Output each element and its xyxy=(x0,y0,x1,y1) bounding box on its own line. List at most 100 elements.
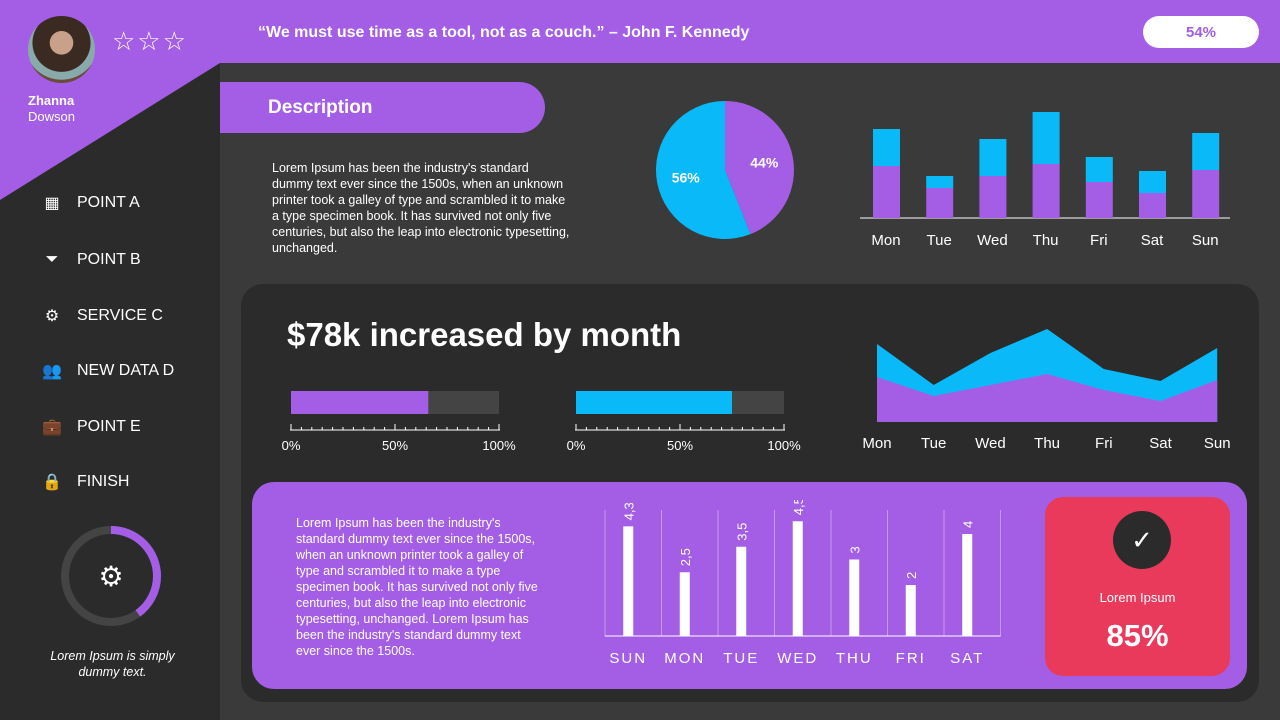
x-tick-label: Fri xyxy=(1095,435,1113,452)
bottom-text: Lorem Ipsum has been the industry's stan… xyxy=(296,516,538,658)
headline: $78k increased by month xyxy=(287,316,682,353)
gauge-arc xyxy=(61,526,161,626)
users-icon: 👥 xyxy=(42,363,62,380)
x-tick-label: Sun xyxy=(1192,232,1219,249)
data-label: 4,5 xyxy=(791,500,806,515)
stacked-bar-chart: Mon Tue Wed Thu Fri Sat Sun xyxy=(860,112,1230,249)
x-tick-label: Fri xyxy=(1090,232,1108,249)
rating-stars[interactable]: ☆☆☆ xyxy=(112,26,188,56)
sidebar-item-point-b[interactable]: ⏷ POINT B xyxy=(40,245,210,275)
pie-slice xyxy=(656,101,751,239)
area-chart: Mon Tue Wed Thu Fri Sat Sun xyxy=(862,329,1231,452)
bar xyxy=(849,559,860,636)
steering-gear-icon: ⚙ xyxy=(98,561,123,592)
pie-label: 44% xyxy=(750,155,779,171)
bar xyxy=(679,572,690,636)
gear-icon: ⚙ xyxy=(44,308,60,325)
x-tick-label: MON xyxy=(664,650,705,667)
progress-tick-label: 50% xyxy=(667,438,693,453)
sidebar-item-label: POINT A xyxy=(77,194,140,211)
data-label: 2 xyxy=(904,572,919,579)
calendar-icon: ▦ xyxy=(44,195,60,212)
area-series xyxy=(877,374,1218,422)
sidebar-item-label: POINT E xyxy=(77,418,141,435)
bar-segment xyxy=(1139,171,1166,193)
sidebar-item-label: POINT B xyxy=(77,251,141,268)
bar xyxy=(905,585,916,636)
data-label: 4,3 xyxy=(621,502,636,520)
pie-slice xyxy=(725,101,794,235)
data-label: 4 xyxy=(960,521,975,528)
progress-tick-label: 0% xyxy=(567,438,586,453)
quote: “We must use time as a tool, not as a co… xyxy=(258,24,750,41)
kpi-label: Lorem Ipsum xyxy=(1099,590,1176,605)
data-label: 2,5 xyxy=(678,548,693,566)
x-tick-label: Tue xyxy=(921,435,946,452)
x-tick-label: Thu xyxy=(1034,435,1060,452)
percent-badge: 54% xyxy=(1143,16,1259,48)
bar-segment xyxy=(979,176,1007,218)
pie-label: 56% xyxy=(672,169,701,185)
bar-segment xyxy=(1085,182,1113,218)
x-tick-label: SAT xyxy=(950,650,984,667)
sidebar-item-service-c[interactable]: ⚙ SERVICE C xyxy=(40,301,210,331)
bar-segment xyxy=(873,129,900,166)
x-tick-label: TUE xyxy=(723,650,759,667)
lock-icon: 🔒 xyxy=(42,474,62,491)
x-tick-label: FRI xyxy=(896,650,926,667)
bar-segment xyxy=(1085,157,1113,182)
progress-tick-label: 100% xyxy=(767,438,801,453)
description-title: Description xyxy=(220,82,545,133)
x-tick-label: Sat xyxy=(1141,232,1164,249)
avatar[interactable] xyxy=(28,16,95,83)
x-tick-label: WED xyxy=(777,650,818,667)
sidebar-gauge: ⚙ xyxy=(61,526,161,626)
x-tick-label: Mon xyxy=(862,435,891,452)
top-bar xyxy=(220,0,1280,63)
funnel-icon: ⏷ xyxy=(45,251,59,268)
gauge-caption: Lorem Ipsum is simply dummy text. xyxy=(50,649,175,679)
x-tick-label: Thu xyxy=(1033,232,1059,249)
data-label: 3,5 xyxy=(734,523,749,541)
progress-fill xyxy=(291,391,429,414)
sidebar-item-label: NEW DATA D xyxy=(77,362,175,379)
progress-tick-label: 50% xyxy=(382,438,408,453)
kpi-value: 85% xyxy=(1106,618,1169,653)
x-tick-label: SUN xyxy=(609,650,647,667)
bar-segment xyxy=(926,176,954,188)
x-tick-label: Sun xyxy=(1204,435,1231,452)
bar-segment xyxy=(979,139,1007,176)
bar-segment xyxy=(1032,112,1060,164)
bar-segment xyxy=(1192,133,1220,170)
bar xyxy=(962,534,973,636)
sidebar-item-label: SERVICE C xyxy=(77,307,163,324)
description-text: Lorem Ipsum has been the industry's stan… xyxy=(272,161,570,255)
check-icon: ✓ xyxy=(1113,511,1171,569)
bar xyxy=(792,521,803,636)
x-tick-label: Wed xyxy=(977,232,1008,249)
data-label: 3 xyxy=(847,546,862,553)
pie-chart: 44% 56% xyxy=(656,101,794,239)
bar-segment xyxy=(1139,193,1166,218)
x-tick-label: Wed xyxy=(975,435,1006,452)
bar xyxy=(736,546,747,636)
bar-segment xyxy=(1032,164,1060,218)
bar xyxy=(623,526,634,636)
sidebar-item-point-e[interactable]: 💼 POINT E xyxy=(40,412,210,442)
bar-segment xyxy=(1192,170,1220,218)
x-tick-label: THU xyxy=(836,650,873,667)
progress-bars: 0% 50% 100% 0% 50% 100% xyxy=(282,391,801,453)
briefcase-icon: 💼 xyxy=(42,419,62,436)
x-tick-label: Mon xyxy=(871,232,900,249)
x-tick-label: Tue xyxy=(927,232,952,249)
progress-tick-label: 0% xyxy=(282,438,301,453)
sidebar-item-label: FINISH xyxy=(77,473,130,490)
bar-segment xyxy=(873,166,900,218)
sidebar-item-new-data-d[interactable]: 👥 NEW DATA D xyxy=(40,356,210,386)
sidebar-item-point-a[interactable]: ▦ POINT A xyxy=(40,188,210,218)
x-tick-label: Sat xyxy=(1149,435,1172,452)
progress-tick-label: 100% xyxy=(482,438,516,453)
sidebar-item-finish[interactable]: 🔒 FINISH xyxy=(40,467,210,497)
progress-fill xyxy=(576,391,732,414)
weekly-bar-chart: 4,3 SUN 2,5 MON 3,5 TUE 4,5 WED 3 THU 2 FRI 4 SAT xyxy=(604,500,1001,667)
